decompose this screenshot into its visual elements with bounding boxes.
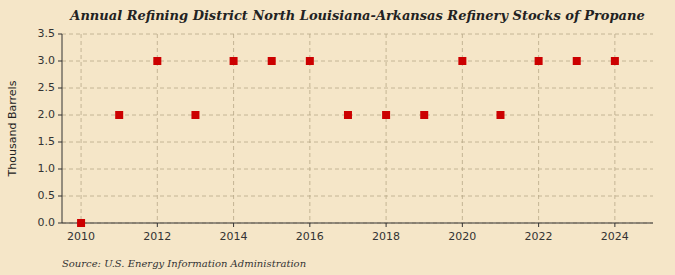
y-tick bbox=[58, 88, 62, 89]
grid-line bbox=[62, 196, 653, 197]
y-tick bbox=[58, 196, 62, 197]
y-axis-label: Thousand Barrels bbox=[6, 80, 19, 177]
point bbox=[458, 57, 466, 65]
point bbox=[420, 111, 428, 119]
x-axis-line bbox=[62, 223, 653, 224]
x-tick-label: 2016 bbox=[296, 230, 324, 243]
x-tick-label: 2012 bbox=[143, 230, 171, 243]
point bbox=[496, 111, 504, 119]
y-tick bbox=[58, 169, 62, 170]
x-tick-label: 2022 bbox=[525, 230, 553, 243]
x-tick-label: 2010 bbox=[67, 230, 95, 243]
background bbox=[0, 0, 675, 275]
point bbox=[77, 219, 85, 227]
y-tick-label: 2.5 bbox=[38, 81, 56, 94]
y-tick-label: 1.5 bbox=[38, 135, 56, 148]
grid-line bbox=[62, 88, 653, 89]
x-tick bbox=[462, 223, 463, 227]
point bbox=[115, 111, 123, 119]
y-tick-label: 2.0 bbox=[38, 108, 56, 121]
x-tick-label: 2020 bbox=[448, 230, 476, 243]
x-tick-label: 2018 bbox=[372, 230, 400, 243]
y-tick-label: 3.5 bbox=[38, 27, 56, 40]
grid-line bbox=[62, 142, 653, 143]
x-tick bbox=[157, 223, 158, 227]
y-tick-label: 3.0 bbox=[38, 54, 56, 67]
point bbox=[268, 57, 276, 65]
y-tick bbox=[58, 142, 62, 143]
grid-line bbox=[62, 34, 653, 35]
x-tick bbox=[233, 223, 234, 227]
y-tick-label: 1.0 bbox=[38, 162, 56, 175]
y-axis-line bbox=[62, 34, 63, 223]
title: Annual Refining District North Louisiana… bbox=[68, 8, 644, 23]
point bbox=[344, 111, 352, 119]
x-tick-label: 2024 bbox=[601, 230, 629, 243]
source-note: Source: U.S. Energy Information Administ… bbox=[62, 258, 306, 269]
x-tick bbox=[614, 223, 615, 227]
grid-line bbox=[62, 169, 653, 170]
point bbox=[611, 57, 619, 65]
chart-container: 0.0 0.5 1.0 1.5 2.0 2.5 3.0 3.5 2010 2012 2014 2016… bbox=[0, 0, 675, 275]
points bbox=[77, 57, 619, 227]
x-tick bbox=[309, 223, 310, 227]
grid-line bbox=[62, 223, 653, 224]
x-tick-label: 2014 bbox=[220, 230, 248, 243]
point bbox=[573, 57, 581, 65]
y-tick bbox=[58, 223, 62, 224]
grid-line bbox=[62, 115, 653, 116]
chart: 0.0 0.5 1.0 1.5 2.0 2.5 3.0 3.5 2010 2012 2014 2016… bbox=[0, 0, 675, 275]
point bbox=[535, 57, 543, 65]
grid-line bbox=[386, 34, 387, 223]
y-tick bbox=[58, 115, 62, 116]
x-tick bbox=[386, 223, 387, 227]
y-tick-label: 0.5 bbox=[38, 189, 56, 202]
y-tick-label: 0.0 bbox=[38, 216, 56, 229]
y-tick bbox=[58, 34, 62, 35]
point bbox=[306, 57, 314, 65]
point bbox=[230, 57, 238, 65]
x-tick bbox=[538, 223, 539, 227]
y-tick bbox=[58, 61, 62, 62]
point bbox=[153, 57, 161, 65]
grid bbox=[62, 34, 653, 223]
grid-line bbox=[62, 61, 653, 62]
grid-line bbox=[81, 34, 82, 223]
point bbox=[191, 111, 199, 119]
point bbox=[382, 111, 390, 119]
